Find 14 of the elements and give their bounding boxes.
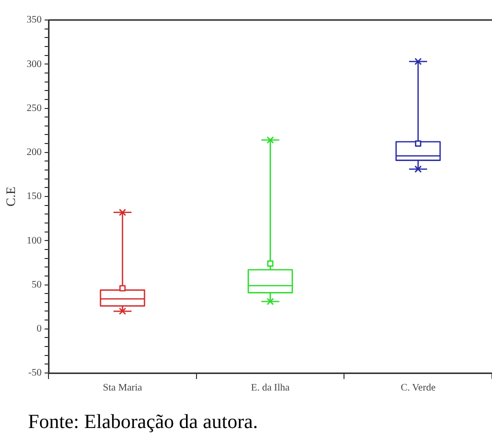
x-tick-label: C. Verde <box>400 382 436 394</box>
y-tick-label: -50 <box>28 368 42 379</box>
y-tick-label: 350 <box>26 14 42 26</box>
y-tick-label: 0 <box>36 324 42 334</box>
y-tick-label: 300 <box>26 58 42 70</box>
y-tick-label: 50 <box>32 279 42 290</box>
source-note: Fonte: Elaboração da autora. <box>28 411 258 433</box>
y-tick-label: 150 <box>26 191 42 202</box>
y-axis-title: C.E <box>3 186 18 206</box>
x-tick-label: Sta Maria <box>102 382 143 394</box>
y-tick-label: 200 <box>26 147 42 158</box>
y-tick-label: 250 <box>26 102 42 114</box>
x-tick-label: E. da Ilha <box>251 382 290 394</box>
y-tick-label: 100 <box>26 235 42 246</box>
